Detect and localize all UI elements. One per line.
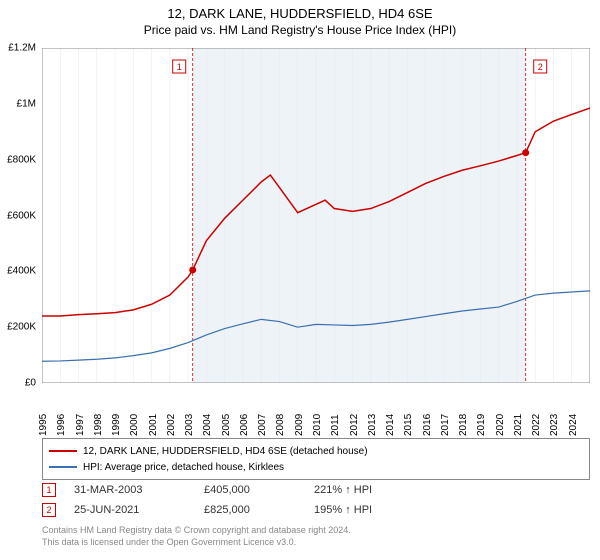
x-tick-label: 2008	[275, 414, 286, 436]
x-axis: 1995199619971998199920002001200220032004…	[42, 388, 590, 438]
x-tick-label: 2015	[403, 414, 414, 436]
x-tick-label: 2009	[294, 414, 305, 436]
footer: Contains HM Land Registry data © Crown c…	[42, 525, 351, 548]
title-block: 12, DARK LANE, HUDDERSFIELD, HD4 6SE Pri…	[0, 0, 600, 37]
sale-row: 1 31-MAR-2003£405,000221% ↑ HPI	[42, 480, 590, 500]
x-tick-label: 1998	[93, 414, 104, 436]
legend-row-2: HPI: Average price, detached house, Kirk…	[49, 459, 583, 475]
chart-svg: 12	[42, 48, 590, 383]
x-tick-label: 2011	[330, 414, 341, 436]
x-tick-label: 2007	[257, 414, 268, 436]
x-tick-label: 2005	[221, 414, 232, 436]
x-tick-label: 2016	[422, 414, 433, 436]
x-tick-label: 2018	[458, 414, 469, 436]
legend: 12, DARK LANE, HUDDERSFIELD, HD4 6SE (de…	[42, 438, 590, 480]
x-tick-label: 1999	[111, 414, 122, 436]
x-tick-label: 2013	[367, 414, 378, 436]
chart-area: 12	[42, 48, 590, 383]
sales-table: 1 31-MAR-2003£405,000221% ↑ HPI 2 25-JUN-20…	[42, 480, 590, 520]
sale-price: £405,000	[204, 484, 314, 496]
legend-swatch-1	[49, 450, 77, 452]
x-tick-label: 2019	[476, 414, 487, 436]
sale-date: 25-JUN-2021	[74, 504, 204, 516]
sale-marker-icon: 1	[42, 483, 56, 497]
svg-text:2: 2	[538, 62, 543, 72]
x-tick-label: 2012	[349, 414, 360, 436]
sale-row: 2 25-JUN-2021£825,000195% ↑ HPI	[42, 500, 590, 520]
footer-line1: Contains HM Land Registry data © Crown c…	[42, 525, 351, 537]
y-tick-label: £400K	[7, 266, 36, 277]
y-tick-label: £1M	[17, 98, 36, 109]
legend-text-2: HPI: Average price, detached house, Kirk…	[83, 462, 284, 473]
y-axis: £0£200K£400K£600K£800K£1M£1.2M	[0, 48, 40, 383]
x-tick-label: 2017	[440, 414, 451, 436]
x-tick-label: 2022	[531, 414, 542, 436]
x-tick-label: 2001	[148, 414, 159, 436]
x-tick-label: 2021	[513, 414, 524, 436]
legend-swatch-2	[49, 466, 77, 468]
y-tick-label: £800K	[7, 154, 36, 165]
x-tick-label: 2010	[312, 414, 323, 436]
x-tick-label: 1997	[75, 414, 86, 436]
title-line2: Price paid vs. HM Land Registry's House …	[0, 23, 600, 37]
sale-hpi: 195% ↑ HPI	[314, 504, 434, 516]
sale-price: £825,000	[204, 504, 314, 516]
x-tick-label: 1995	[38, 414, 49, 436]
x-tick-label: 2024	[568, 414, 579, 436]
y-tick-label: £0	[25, 378, 36, 389]
x-tick-label: 1996	[56, 414, 67, 436]
sale-hpi: 221% ↑ HPI	[314, 484, 434, 496]
legend-text-1: 12, DARK LANE, HUDDERSFIELD, HD4 6SE (de…	[83, 446, 368, 457]
x-tick-label: 2006	[239, 414, 250, 436]
x-tick-label: 2002	[166, 414, 177, 436]
legend-row-1: 12, DARK LANE, HUDDERSFIELD, HD4 6SE (de…	[49, 443, 583, 459]
y-tick-label: £1.2M	[8, 43, 36, 54]
x-tick-label: 2020	[495, 414, 506, 436]
x-tick-label: 2004	[202, 414, 213, 436]
sale-marker-icon: 2	[42, 503, 56, 517]
sale-date: 31-MAR-2003	[74, 484, 204, 496]
x-tick-label: 2000	[129, 414, 140, 436]
x-tick-label: 2003	[184, 414, 195, 436]
x-tick-label: 2023	[549, 414, 560, 436]
svg-text:1: 1	[177, 62, 182, 72]
footer-line2: This data is licensed under the Open Gov…	[42, 537, 351, 549]
y-tick-label: £600K	[7, 210, 36, 221]
x-tick-label: 2014	[385, 414, 396, 436]
y-tick-label: £200K	[7, 322, 36, 333]
title-line1: 12, DARK LANE, HUDDERSFIELD, HD4 6SE	[0, 6, 600, 21]
